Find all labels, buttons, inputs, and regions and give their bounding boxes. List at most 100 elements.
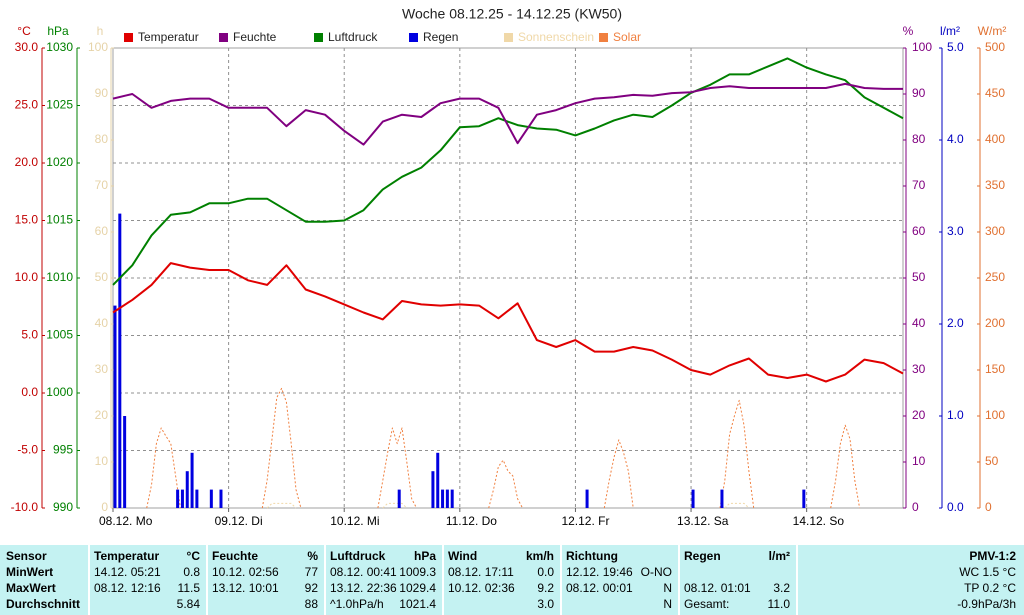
y-tick-label: 70	[912, 178, 926, 192]
group-unit: hPa	[413, 549, 436, 563]
group-title: Wind	[448, 549, 478, 563]
rain-bar	[219, 489, 223, 508]
y-tick-label: 400	[985, 132, 1005, 146]
y-tick-label: 15.0	[15, 213, 39, 227]
y-tick-label: 60	[912, 224, 926, 238]
group-unit: °C	[186, 549, 200, 563]
legend-swatch	[504, 33, 513, 42]
stats-group: Temperatur °C 14.12. 05:21 0.8 08.12. 12:16 1…	[90, 545, 206, 615]
rain-bar	[431, 471, 435, 508]
y-tick-label: 300	[985, 224, 1005, 238]
rain-bar	[185, 471, 189, 508]
stats-table: Sensor MinWert MaxWert Durchschnitt Temperat…	[0, 545, 1024, 615]
rain-bar	[397, 489, 401, 508]
x-tick-label: 09.12. Di	[215, 514, 263, 528]
series-line	[266, 502, 750, 509]
y-tick-label: 100	[985, 408, 1005, 422]
y-tick-label: 90	[95, 86, 109, 100]
y-tick-label: 80	[912, 132, 926, 146]
y-tick-label: 4.0	[947, 132, 964, 146]
rain-bar	[450, 489, 454, 508]
y-tick-label: 20.0	[15, 155, 39, 169]
x-tick-label: 12.12. Fr	[561, 514, 609, 528]
legend-swatch	[219, 33, 228, 42]
axis-unit: °C	[17, 24, 31, 38]
stat-value: 1029.4	[399, 581, 436, 595]
y-tick-label: 30	[912, 362, 926, 376]
stat-time: ^1.0hPa/h	[330, 597, 384, 611]
y-tick-label: 5.0	[947, 40, 964, 54]
pmv-line: TP 0.2 °C	[964, 581, 1016, 595]
y-tick-label: 10	[912, 454, 926, 468]
y-tick-label: 2.0	[947, 316, 964, 330]
stats-group: Wind km/h 08.12. 17:11 0.0 10.12. 02:36 9.2 3.…	[444, 545, 560, 615]
rain-bar	[180, 489, 184, 508]
y-tick-label: 1025	[46, 98, 73, 112]
x-tick-label: 14.12. So	[793, 514, 845, 528]
stat-value: O-NO	[640, 565, 672, 579]
y-tick-label: 0.0	[21, 385, 38, 399]
y-tick-label: 50	[95, 270, 109, 284]
stat-time: 08.12. 00:41	[330, 565, 397, 579]
rain-bar	[445, 489, 449, 508]
y-tick-label: 40	[912, 316, 926, 330]
y-tick-label: 50	[912, 270, 926, 284]
y-tick-label: 0	[101, 500, 108, 514]
axis-unit: %	[903, 24, 914, 38]
row-label: MinWert	[6, 565, 54, 579]
stat-value: N	[663, 597, 672, 611]
y-tick-label: 100	[88, 40, 108, 54]
chart-title: Woche 08.12.25 - 14.12.25 (KW50)	[402, 6, 622, 22]
axis-unit: h	[97, 24, 104, 38]
y-tick-label: 40	[95, 316, 109, 330]
y-tick-label: 70	[95, 178, 109, 192]
legend-swatch	[409, 33, 418, 42]
y-tick-label: 3.0	[947, 224, 964, 238]
y-tick-label: 5.0	[21, 328, 38, 342]
stats-group: Feuchte% 10.12. 02:56 77 13.12. 10:01 92 88	[208, 545, 324, 615]
legend-label: Sonnenschein	[518, 30, 594, 44]
y-tick-label: 1000	[46, 385, 73, 399]
group-title: Richtung	[566, 549, 618, 563]
stat-time: 13.12. 10:01	[212, 581, 279, 595]
pmv-line: WC 1.5 °C	[959, 565, 1016, 579]
y-tick-label: -10.0	[11, 500, 39, 514]
x-tick-label: 10.12. Mi	[330, 514, 379, 528]
stat-value: 3.2	[773, 581, 790, 595]
y-tick-label: 50	[985, 454, 999, 468]
y-tick-label: 1015	[46, 213, 73, 227]
y-tick-label: 20	[912, 408, 926, 422]
stat-value: 77	[304, 565, 318, 579]
y-tick-label: 90	[912, 86, 926, 100]
y-tick-label: 1020	[46, 155, 73, 169]
group-unit: %	[307, 549, 318, 563]
rain-bar	[123, 416, 127, 508]
y-tick-label: 0.0	[947, 500, 964, 514]
group-unit: km/h	[525, 549, 554, 563]
legend-swatch	[314, 33, 323, 42]
stat-value: 5.84	[176, 597, 200, 611]
legend-swatch	[124, 33, 133, 42]
y-tick-label: 10	[95, 454, 109, 468]
stat-value: 0.0	[537, 565, 554, 579]
stat-time: 12.12. 19:46	[566, 565, 633, 579]
legend-label: Temperatur	[138, 30, 199, 44]
legend-swatch	[599, 33, 608, 42]
y-tick-label: -5.0	[17, 443, 38, 457]
stat-value: 1021.4	[399, 597, 436, 611]
group-title: Temperatur	[94, 549, 160, 563]
y-tick-label: 200	[985, 316, 1005, 330]
stats-group: Luftdruck hPa 08.12. 00:41 1009.3 13.12. 22:…	[326, 545, 442, 615]
row-label: MaxWert	[6, 581, 56, 595]
y-tick-label: 150	[985, 362, 1005, 376]
chart: Woche 08.12.25 - 14.12.25 (KW50) °C 30.0 2…	[11, 6, 1007, 528]
series-line	[112, 57, 904, 286]
y-tick-label: 30	[95, 362, 109, 376]
group-title: Feuchte	[212, 549, 259, 563]
stat-time: 08.12. 00:01	[566, 581, 633, 595]
y-tick-label: 80	[95, 132, 109, 146]
y-tick-label: 350	[985, 178, 1005, 192]
stat-time: Gesamt:	[684, 597, 730, 611]
stat-value: 9.2	[537, 581, 554, 595]
y-tick-label: 1010	[46, 270, 73, 284]
